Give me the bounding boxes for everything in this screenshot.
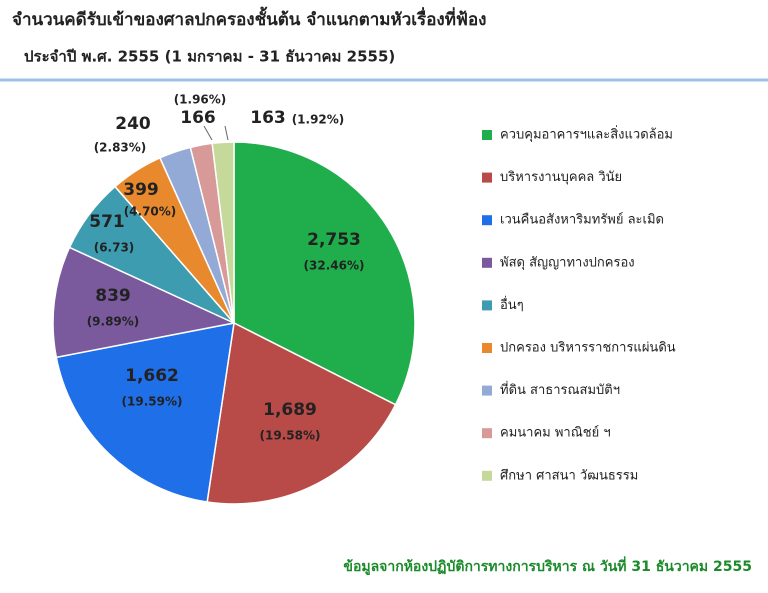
legend-label: เวนคืนอสังหาริมทรัพย์ ละเมิด [500, 212, 664, 228]
legend-swatch [482, 215, 492, 226]
value-label: 571 [89, 212, 125, 232]
legend-label: คมนาคม พาณิชย์ ฯ [500, 425, 611, 441]
pie-slice [211, 141, 235, 324]
chart-subtitle: ประจำปี พ.ศ. 2555 (1 มกราคม - 31 ธันวาคม… [24, 48, 395, 66]
value-label: 2,753 [307, 230, 361, 250]
legend-label: ปกครอง บริหารราชการแผ่นดิน [500, 341, 676, 356]
percent-label: (9.89%) [87, 315, 140, 329]
percent-label: (1.92%) [292, 113, 345, 127]
leader-line [224, 125, 229, 141]
legend-swatch [482, 130, 492, 140]
legend-swatch [482, 385, 492, 396]
value-label: 240 [115, 114, 151, 134]
value-label: 839 [95, 286, 131, 306]
legend-label: อื่นๆ [500, 296, 524, 313]
legend-swatch [482, 343, 492, 353]
legend-label: พัสดุ สัญญาทางปกครอง [500, 255, 635, 270]
source-note: ข้อมูลจากห้องปฏิบัติการทางการบริหาร ณ วั… [343, 556, 752, 575]
percent-label: (6.73) [94, 241, 135, 255]
legend-label: ที่ดิน สาธารณสมบัติฯ [500, 381, 620, 398]
value-label: 1,689 [263, 400, 317, 420]
legend-label: ศึกษา ศาสนา วัฒนธรรม [500, 468, 638, 483]
pie-slice [55, 322, 235, 503]
percent-label: (32.46%) [304, 259, 365, 273]
leader-line [203, 125, 213, 141]
legend-swatch [482, 172, 492, 183]
legend-label: บริหารงานบุคคล วินัย [500, 170, 622, 185]
pie-slice [52, 246, 237, 359]
value-label: 399 [123, 180, 159, 200]
value-label: 1,662 [125, 366, 179, 386]
value-label: 163 [250, 108, 286, 128]
percent-label: (1.96%) [174, 93, 227, 107]
legend-swatch [482, 257, 492, 268]
chart-title: จำนวนคดีรับเข้าของศาลปกครองชั้นต้น จำแนก… [12, 6, 486, 30]
legend-swatch [482, 428, 492, 439]
value-label: 166 [180, 108, 216, 128]
legend-swatch [482, 470, 492, 481]
legend-label: ควบคุมอาคารฯและสิ่งแวดล้อม [500, 126, 673, 143]
percent-label: (19.58%) [260, 429, 321, 443]
percent-label: (19.59%) [122, 395, 183, 409]
legend-swatch [482, 300, 492, 311]
pie-slice [206, 321, 397, 505]
pie-slice [233, 141, 416, 406]
percent-label: (4.70%) [124, 205, 177, 219]
percent-label: (2.83%) [94, 141, 147, 155]
